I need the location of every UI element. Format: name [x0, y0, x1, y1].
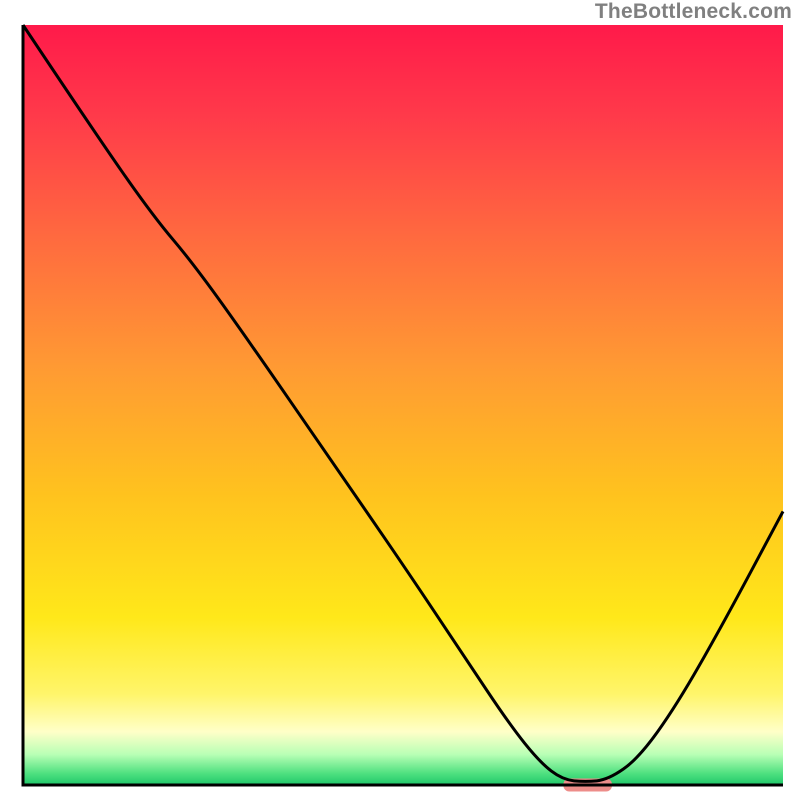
watermark-text: TheBottleneck.com: [595, 0, 792, 24]
chart-container: TheBottleneck.com: [0, 0, 800, 800]
plot-background: [23, 25, 783, 785]
bottleneck-chart: [0, 0, 800, 800]
